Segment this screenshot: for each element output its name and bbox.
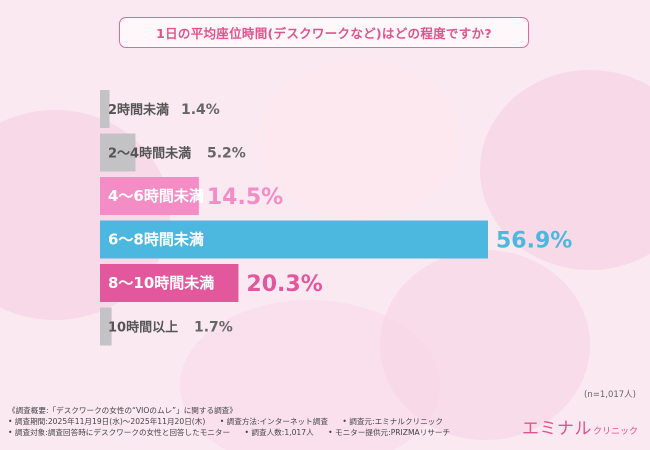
category-label: 6〜8時間未満 — [108, 231, 204, 249]
chart-title: 1日の平均座位時間(デスクワークなど)はどの程度ですか? — [119, 17, 529, 48]
background-heart — [260, 60, 460, 220]
survey-footer: 《調査概要:「デスクワークの女性の“VIOのムレ”」に関する調査》 • 調査期間… — [8, 405, 462, 438]
bar — [100, 307, 112, 346]
survey-period: • 調査期間:2025年11月19日(水)〜2025年11月20日(木) — [8, 417, 206, 426]
category-label: 2時間未満 — [108, 102, 169, 118]
value-label: 1.7% — [194, 320, 233, 336]
category-label: 4〜6時間未満 — [108, 187, 204, 205]
survey-source: • 調査元:エミナルクリニック — [342, 417, 443, 426]
value-label: 1.4% — [181, 102, 220, 118]
survey-provider: • モニター提供元:PRIZMAリサーチ — [328, 428, 451, 437]
value-label: 14.5% — [207, 185, 283, 210]
value-label: 20.3% — [246, 272, 322, 297]
bar — [100, 177, 199, 215]
bar — [100, 90, 110, 128]
eminal-clinic-logo: エミナル クリニック — [522, 414, 638, 439]
value-label: 5.2% — [207, 146, 246, 162]
survey-row-2: • 調査対象:調査回答時にデスクワークの女性と回答したモニター • 調査人数:1… — [8, 427, 462, 438]
bar — [100, 264, 239, 302]
background-heart — [380, 250, 590, 440]
survey-method: • 調査方法:インターネット調査 — [219, 417, 328, 426]
survey-target: • 調査対象:調査回答時にデスクワークの女性と回答したモニター — [8, 428, 231, 437]
background-heart — [480, 70, 650, 270]
survey-count: • 調査人数:1,017人 — [244, 428, 314, 437]
survey-row-1: • 調査期間:2025年11月19日(水)〜2025年11月20日(木) • 調… — [8, 416, 462, 427]
logo-main: エミナル — [521, 419, 592, 439]
category-label: 8〜10時間未満 — [108, 274, 214, 292]
survey-summary: 《調査概要:「デスクワークの女性の“VIOのムレ”」に関する調査》 — [8, 406, 237, 415]
logo-sub: クリニック — [592, 427, 638, 437]
bar — [100, 133, 136, 172]
sample-size-note: (n=1,017人) — [584, 390, 636, 400]
value-label: 56.9% — [496, 229, 572, 254]
category-label: 2〜4時間未満 — [108, 146, 191, 162]
bar — [100, 220, 488, 259]
category-label: 10時間以上 — [108, 320, 178, 336]
